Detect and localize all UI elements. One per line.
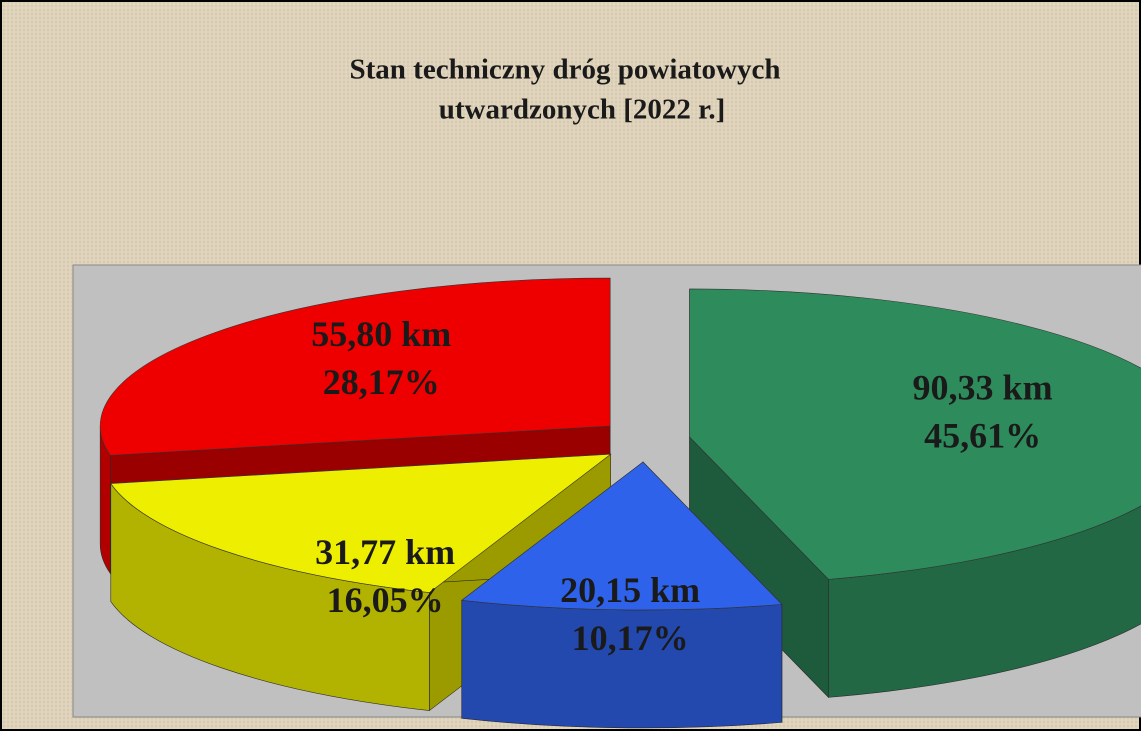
slice-shade [110,483,430,711]
slice-shade [689,436,829,698]
slice [110,453,612,593]
slice-shade [100,426,111,574]
slice [689,288,1141,580]
chart-subtitle: utwardzonych [2022 r.] [439,94,726,126]
data-label: 31,77 km [315,532,455,572]
pie: 90,33 km 45,61% 20,15 km 10,17% 31,77 km 16,0… [99,277,1141,729]
data-label: 55,80 km [311,314,451,354]
data-label: 45,61% [924,415,1041,455]
slice-side [828,505,1141,698]
chart-title: Stan techniczny dróg powiatowych [350,54,781,86]
data-label: 10,17% [572,618,689,658]
slice-shade [461,600,782,728]
data-label: 16,05% [327,580,444,620]
slice [99,277,611,456]
data-label: 90,33 km [913,367,1053,407]
slice [460,461,783,611]
data-label: 28,17% [323,362,440,402]
slice-shade [828,505,1141,698]
data-label: 20,15 km [560,570,700,610]
